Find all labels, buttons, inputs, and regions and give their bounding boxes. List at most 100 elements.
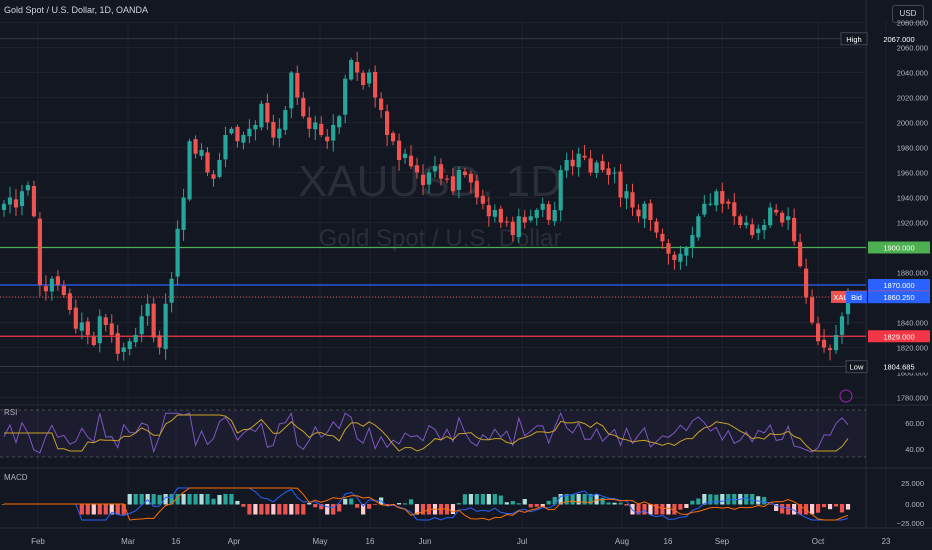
candle-body bbox=[283, 110, 288, 130]
candle-body bbox=[780, 212, 785, 223]
candle-body bbox=[97, 316, 102, 344]
candle-body bbox=[714, 191, 719, 206]
candle-body bbox=[379, 98, 384, 110]
macd-histogram-bar bbox=[570, 494, 575, 505]
macd-histogram-bar bbox=[355, 504, 360, 508]
candle-body bbox=[109, 323, 114, 335]
price-label-name: Low bbox=[850, 363, 864, 372]
candle bbox=[13, 189, 19, 216]
candle-body bbox=[289, 72, 294, 109]
candle-body bbox=[7, 197, 13, 205]
candle bbox=[456, 166, 462, 199]
candle bbox=[780, 210, 785, 227]
candle bbox=[73, 299, 78, 334]
candle bbox=[289, 70, 294, 119]
candle-body bbox=[642, 203, 647, 219]
candle-body bbox=[720, 191, 725, 204]
candle bbox=[492, 204, 497, 223]
x-tick-label: 23 bbox=[882, 537, 891, 546]
candle bbox=[408, 145, 414, 169]
candle bbox=[714, 188, 719, 212]
candle-body bbox=[762, 225, 767, 231]
macd-histogram-bar bbox=[414, 504, 420, 515]
candle-body bbox=[833, 335, 839, 351]
candle bbox=[576, 147, 581, 177]
candle bbox=[127, 338, 132, 356]
candle-body bbox=[594, 162, 599, 173]
candle bbox=[762, 219, 767, 240]
price-label-value: 1804.685 bbox=[883, 363, 914, 372]
macd-histogram-bar bbox=[289, 504, 294, 515]
candle bbox=[708, 193, 713, 207]
candle-body bbox=[480, 195, 485, 204]
candle bbox=[271, 114, 276, 146]
candle-body bbox=[468, 173, 473, 183]
macd-histogram-bar bbox=[199, 494, 204, 505]
macd-histogram-bar bbox=[109, 504, 114, 515]
candle-body bbox=[37, 218, 43, 285]
candle-body bbox=[205, 152, 210, 173]
candle bbox=[702, 194, 707, 218]
candle-body bbox=[349, 60, 354, 80]
macd-histogram-bar bbox=[648, 504, 653, 515]
candle-body bbox=[827, 348, 833, 350]
candle-body bbox=[809, 297, 815, 323]
candle bbox=[594, 160, 599, 179]
candle-body bbox=[13, 199, 19, 208]
candle-body bbox=[684, 247, 689, 256]
candle-body bbox=[839, 316, 845, 335]
price-label-value: 1860.250 bbox=[883, 293, 914, 302]
macd-histogram-bar bbox=[205, 494, 210, 505]
macd-histogram-bar bbox=[97, 504, 102, 515]
x-tick-label: Oct bbox=[812, 537, 825, 546]
macd-histogram-bar bbox=[714, 494, 719, 505]
macd-histogram-bar bbox=[582, 494, 587, 505]
candle-body bbox=[307, 117, 312, 129]
macd-histogram-bar bbox=[672, 504, 677, 515]
macd-tick-label: 0.000 bbox=[905, 500, 924, 509]
candle-body bbox=[229, 128, 234, 134]
candle bbox=[163, 293, 168, 360]
macd-histogram-bar bbox=[277, 504, 282, 515]
candle-body bbox=[313, 122, 318, 130]
candle bbox=[373, 65, 378, 108]
candle-body bbox=[115, 333, 120, 354]
candle bbox=[325, 129, 330, 149]
macd-histogram-bar bbox=[361, 504, 366, 515]
candle-body bbox=[259, 103, 264, 128]
macd-histogram-bar bbox=[839, 504, 845, 513]
candle bbox=[774, 204, 779, 216]
candle bbox=[343, 74, 348, 124]
candle bbox=[839, 312, 845, 344]
macd-histogram-bar bbox=[600, 497, 605, 505]
currency-button[interactable]: USD bbox=[892, 5, 924, 23]
macd-histogram-bar bbox=[217, 495, 222, 505]
candle-body bbox=[492, 210, 497, 217]
macd-tick-label: −25.000 bbox=[897, 519, 924, 528]
candle-body bbox=[295, 73, 300, 98]
macd-histogram-bar bbox=[127, 494, 132, 505]
macd-histogram-bar bbox=[181, 494, 186, 505]
candle-body bbox=[175, 228, 180, 277]
y-tick-label: 1800.000 bbox=[897, 369, 928, 378]
candle-body bbox=[91, 336, 96, 345]
candle-body bbox=[235, 126, 240, 142]
macd-histogram-bar bbox=[492, 494, 497, 505]
candle bbox=[55, 270, 60, 291]
candle bbox=[570, 150, 575, 176]
macd-histogram-bar bbox=[630, 504, 635, 515]
price-label-box bbox=[868, 32, 930, 45]
candle-body bbox=[624, 191, 629, 199]
candle-body bbox=[564, 160, 569, 171]
candle-body bbox=[79, 322, 84, 331]
candle bbox=[815, 316, 821, 346]
candle-body bbox=[522, 216, 527, 223]
candle-body bbox=[1, 203, 7, 210]
price-label-name-box bbox=[846, 291, 867, 304]
y-tick-label: 2040.000 bbox=[897, 69, 928, 78]
candle-body bbox=[821, 339, 827, 348]
price-label-value: 2067.000 bbox=[883, 35, 914, 44]
candle-body bbox=[355, 62, 360, 73]
macd-histogram-bar bbox=[636, 504, 641, 515]
